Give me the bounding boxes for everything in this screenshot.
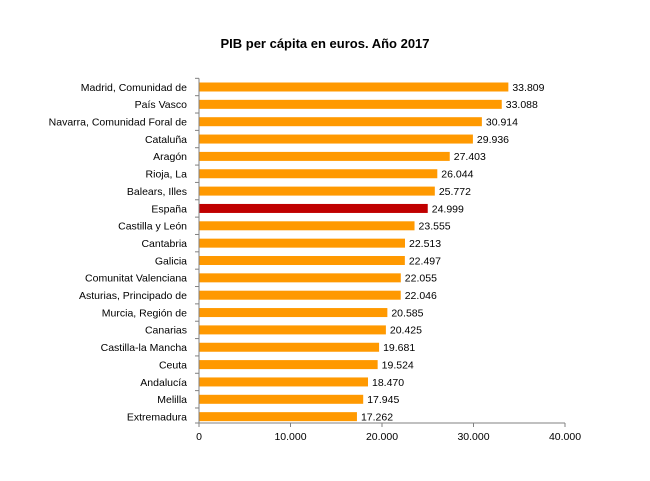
bar bbox=[199, 203, 428, 213]
bar bbox=[199, 325, 386, 335]
bar bbox=[199, 221, 415, 231]
value-label: 29.936 bbox=[477, 134, 509, 146]
bar bbox=[199, 256, 405, 265]
category-label: Galicia bbox=[155, 255, 187, 267]
bar bbox=[199, 238, 405, 248]
category-label: Aragón bbox=[153, 151, 187, 163]
value-label: 19.524 bbox=[382, 359, 414, 371]
category-label: Canarias bbox=[145, 325, 187, 337]
chart-title: PIB per cápita en euros. Año 2017 bbox=[220, 36, 430, 51]
x-tick-label: 20.000 bbox=[366, 431, 398, 443]
category-label: Balears, Illes bbox=[127, 186, 187, 198]
bar bbox=[199, 290, 401, 300]
value-label: 27.403 bbox=[454, 151, 486, 163]
bar bbox=[199, 82, 509, 92]
value-label: 23.555 bbox=[419, 221, 451, 233]
bar bbox=[199, 342, 380, 352]
bar bbox=[199, 186, 435, 196]
category-label: Cataluña bbox=[145, 134, 187, 146]
value-label: 22.055 bbox=[405, 273, 437, 285]
value-label: 18.470 bbox=[372, 377, 404, 389]
category-label: Ceuta bbox=[159, 359, 187, 371]
category-label: España bbox=[151, 203, 187, 215]
bar bbox=[199, 412, 357, 422]
category-label: Castilla-la Mancha bbox=[101, 342, 188, 354]
bar bbox=[199, 169, 438, 179]
category-label: Cantabria bbox=[141, 238, 187, 250]
value-label: 22.497 bbox=[409, 255, 441, 267]
bar bbox=[199, 99, 502, 109]
bar bbox=[199, 308, 388, 318]
category-label: País Vasco bbox=[135, 99, 187, 111]
value-label: 24.999 bbox=[432, 203, 464, 215]
x-tick-label: 10.000 bbox=[274, 431, 306, 443]
value-label: 25.772 bbox=[439, 186, 471, 198]
bar bbox=[199, 151, 450, 161]
category-label: Comunitat Valenciana bbox=[85, 273, 187, 285]
category-label: Rioja, La bbox=[146, 169, 188, 181]
bar bbox=[199, 117, 482, 127]
value-label: 26.044 bbox=[441, 169, 473, 181]
value-label: 17.945 bbox=[367, 394, 399, 406]
value-label: 19.681 bbox=[383, 342, 415, 354]
value-label: 33.809 bbox=[512, 82, 544, 94]
category-label: Andalucía bbox=[140, 377, 187, 389]
bar bbox=[199, 360, 378, 370]
category-label: Navarra, Comunidad Foral de bbox=[49, 117, 187, 129]
bar bbox=[199, 134, 473, 144]
category-label: Castilla y León bbox=[118, 221, 187, 233]
value-label: 22.513 bbox=[409, 238, 441, 250]
bar bbox=[199, 273, 401, 283]
value-label: 30.914 bbox=[486, 117, 518, 129]
value-label: 17.262 bbox=[361, 411, 393, 423]
category-label: Melilla bbox=[157, 394, 187, 406]
x-tick-label: 40.000 bbox=[549, 431, 581, 443]
category-label: Madrid, Comunidad de bbox=[81, 82, 187, 94]
x-tick-label: 0 bbox=[196, 431, 202, 443]
category-label: Murcia, Región de bbox=[102, 307, 187, 319]
x-tick-label: 30.000 bbox=[457, 431, 489, 443]
bar bbox=[199, 377, 369, 387]
value-label: 33.088 bbox=[506, 99, 538, 111]
category-label: Extremadura bbox=[127, 411, 187, 423]
value-label: 20.425 bbox=[390, 325, 422, 337]
category-label: Asturias, Principado de bbox=[79, 290, 187, 302]
bar bbox=[199, 394, 364, 404]
value-label: 22.046 bbox=[405, 290, 437, 302]
value-label: 20.585 bbox=[391, 307, 423, 319]
